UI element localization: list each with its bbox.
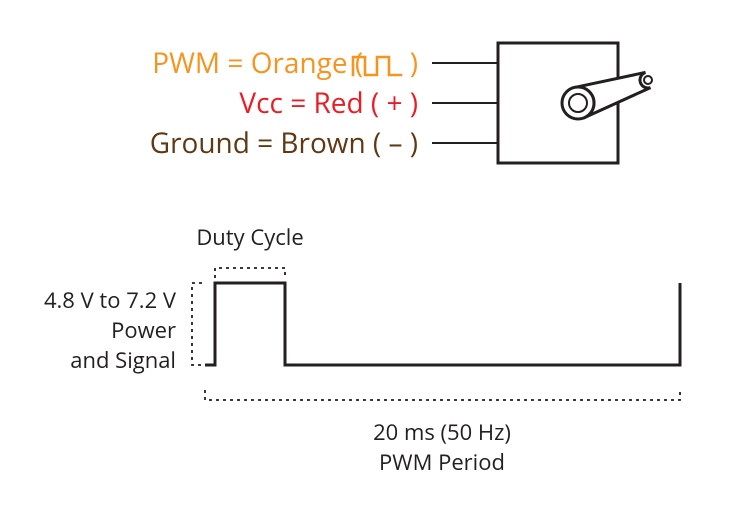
timing-diagram: Duty Cycle 20 ms (50 Hz)PWM Period 4.8 V t… [44, 222, 680, 477]
power-label-1: 4.8 V to 7.2 V [44, 285, 177, 315]
pwm-waveform [205, 283, 680, 365]
period-bracket [205, 390, 680, 400]
vcc-wire-label: Vcc = Red ( + ) [239, 84, 498, 122]
duty-cycle-bracket [215, 268, 285, 278]
power-label-2: Power [111, 315, 176, 345]
servo-icon [498, 43, 652, 163]
period-label-2: PWM Period [379, 447, 505, 477]
vcc-label-text: Vcc = Red ( + ) [239, 84, 418, 122]
duty-cycle-label: Duty Cycle [196, 222, 303, 252]
power-label-3: and Signal [70, 345, 176, 375]
pwm-wire-label: PWM = Orange ( ) [152, 44, 498, 82]
power-bracket [192, 283, 202, 365]
servo-horn-tip-hole [644, 76, 652, 84]
ground-wire-label: Ground = Brown ( – ) [150, 124, 498, 162]
servo-horn-pivot [562, 87, 594, 119]
servo-pwm-diagram: PWM = Orange ( )Vcc = Red ( + )Ground = … [0, 0, 733, 523]
ground-label-text: Ground = Brown ( – ) [150, 124, 418, 162]
period-label-1: 20 ms (50 Hz) [373, 417, 511, 447]
